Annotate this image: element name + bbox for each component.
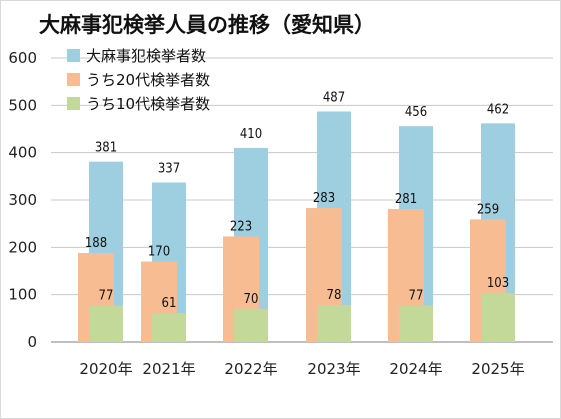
- y-tick-label: 500: [8, 96, 37, 114]
- y-tick-label: 300: [8, 191, 37, 209]
- x-tick-label: 2024年: [389, 360, 442, 378]
- bar-3-5: [399, 305, 433, 342]
- chart-title: 大麻事犯検挙人員の推移（愛知県）: [39, 13, 375, 37]
- bar-3-1: [89, 305, 123, 342]
- legend-label: うち20代検挙者数: [86, 71, 210, 89]
- x-tick-label: 2020年: [79, 360, 132, 378]
- data-label: 462: [487, 102, 509, 117]
- data-label: 281: [395, 192, 417, 207]
- legend-label: うち10代検挙者数: [86, 95, 210, 113]
- bar-3-2: [152, 313, 186, 342]
- bar-3-3: [234, 308, 268, 342]
- data-label: 381: [95, 141, 117, 156]
- y-tick-label: 100: [8, 286, 37, 304]
- data-label: 78: [327, 288, 342, 303]
- bar-3-4: [317, 305, 351, 342]
- data-label: 77: [409, 289, 424, 304]
- data-label: 487: [323, 90, 345, 105]
- x-tick-label: 2021年: [142, 360, 195, 378]
- legend-swatch: [67, 73, 80, 86]
- x-tick-label: 2023年: [307, 360, 360, 378]
- data-label: 283: [313, 191, 335, 206]
- data-label: 456: [405, 105, 427, 120]
- data-label: 410: [240, 127, 262, 142]
- legend-label: 大麻事犯検挙者数: [86, 47, 206, 65]
- data-label: 188: [85, 236, 107, 251]
- data-label: 170: [148, 245, 170, 260]
- data-label: 77: [99, 289, 114, 304]
- data-label: 70: [244, 292, 259, 307]
- x-tick-label: 2025年: [471, 360, 524, 378]
- y-tick-label: 0: [27, 333, 37, 351]
- y-tick-label: 200: [8, 238, 37, 256]
- data-label: 337: [158, 161, 180, 176]
- data-label: 259: [477, 202, 499, 217]
- data-label: 61: [162, 296, 177, 311]
- data-label: 223: [230, 219, 252, 234]
- y-tick-label: 600: [8, 49, 37, 67]
- y-tick-label: 400: [8, 144, 37, 162]
- legend-swatch: [67, 49, 80, 62]
- data-label: 103: [487, 276, 509, 291]
- x-tick-label: 2022年: [224, 360, 277, 378]
- bar-3-6: [481, 293, 515, 342]
- legend-swatch: [67, 97, 80, 110]
